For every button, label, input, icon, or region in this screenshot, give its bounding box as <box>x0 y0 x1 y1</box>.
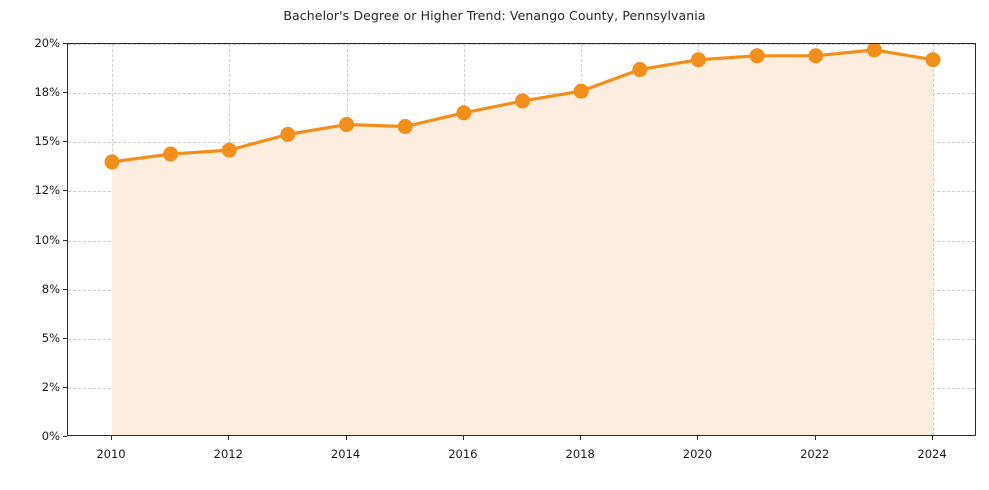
data-point <box>280 126 296 142</box>
gridline-horizontal <box>68 44 975 45</box>
data-point <box>690 52 706 68</box>
data-point <box>632 62 648 78</box>
x-axis-tick-label: 2018 <box>565 447 595 461</box>
series-plot <box>104 44 941 435</box>
x-axis-tick-label: 2010 <box>96 447 126 461</box>
y-axis-tick-mark <box>63 141 67 143</box>
x-axis-tick-mark <box>462 436 464 440</box>
x-axis-tick-label: 2012 <box>213 447 243 461</box>
y-axis-tick-label: 12% <box>34 183 60 198</box>
y-axis-tick-label: 2% <box>41 379 60 394</box>
data-point <box>339 117 355 133</box>
data-point <box>163 146 179 162</box>
chart-title: Bachelor's Degree or Higher Trend: Venan… <box>283 8 706 23</box>
y-axis-tick-label: 20% <box>34 36 60 50</box>
y-axis-tick-label: 10% <box>34 232 60 247</box>
y-axis-tick-mark <box>63 92 67 94</box>
x-axis-tick-label: 2014 <box>330 447 361 461</box>
y-axis-tick-mark <box>63 436 67 437</box>
y-axis-tick-mark <box>63 337 67 339</box>
x-axis-tick-mark <box>228 436 230 440</box>
area-fill <box>111 49 934 435</box>
x-axis-tick-mark <box>932 436 934 440</box>
x-axis-tick-mark <box>345 436 347 440</box>
x-axis-tick-mark <box>110 436 112 440</box>
x-axis-tick-label: 2022 <box>800 447 830 461</box>
data-point <box>515 93 530 109</box>
y-axis-tick-mark <box>63 288 67 290</box>
data-point <box>456 105 472 121</box>
y-axis-tick-mark <box>63 239 67 241</box>
x-axis-tick-label: 2020 <box>682 447 713 461</box>
x-axis-tick-mark <box>580 436 582 440</box>
data-point <box>221 142 237 158</box>
plot-area <box>67 43 976 436</box>
data-point <box>397 119 413 135</box>
gridline-vertical <box>933 44 935 435</box>
y-axis-tick-label: 15% <box>34 134 60 149</box>
y-axis-tick-mark <box>63 190 67 192</box>
y-axis-tick-mark <box>63 43 67 44</box>
x-axis-tick-label: 2016 <box>448 447 478 461</box>
data-point <box>104 154 120 170</box>
data-point <box>808 48 824 64</box>
data-point <box>925 52 941 68</box>
x-axis-tick-mark <box>697 436 699 440</box>
x-axis-tick-label: 2024 <box>917 447 947 461</box>
y-axis-tick-label: 8% <box>41 281 60 296</box>
y-axis-tick-label: 0% <box>41 429 60 443</box>
data-point-markers <box>104 44 941 170</box>
data-point <box>573 83 589 99</box>
data-point <box>749 48 765 64</box>
y-axis-tick-label: 18% <box>34 85 60 100</box>
y-axis-tick-label: 5% <box>41 330 60 345</box>
data-point <box>866 44 882 58</box>
y-axis-tick-mark <box>63 386 67 388</box>
x-axis-tick-mark <box>814 436 816 440</box>
